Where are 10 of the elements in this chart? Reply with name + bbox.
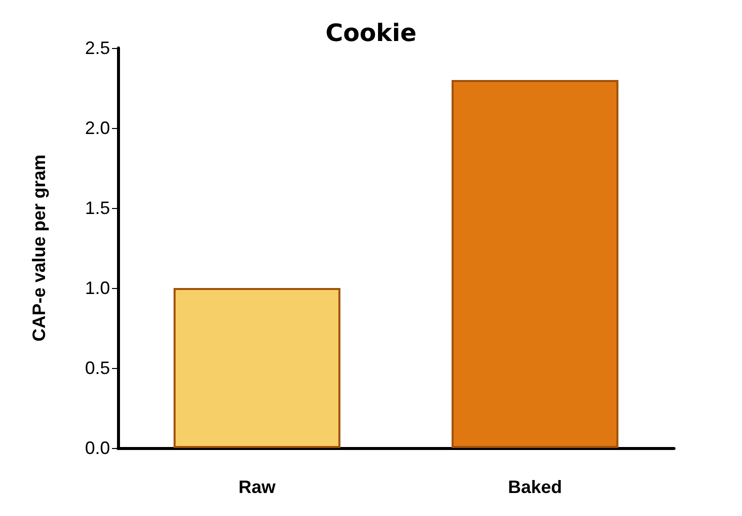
y-tick-label: 2.0 [84,118,110,138]
y-axis-title: CAP-e value per gram [29,154,49,342]
y-tick-label: 1.0 [84,278,110,298]
chart-title: Cookie [325,19,417,47]
y-tick-label: 0.0 [84,438,110,458]
x-tick-label: Baked [508,477,562,497]
x-tick-label: Raw [238,477,276,497]
y-tick-label: 1.5 [84,198,110,218]
y-tick-label: 2.5 [84,38,110,58]
y-tick-label: 0.5 [84,358,110,378]
